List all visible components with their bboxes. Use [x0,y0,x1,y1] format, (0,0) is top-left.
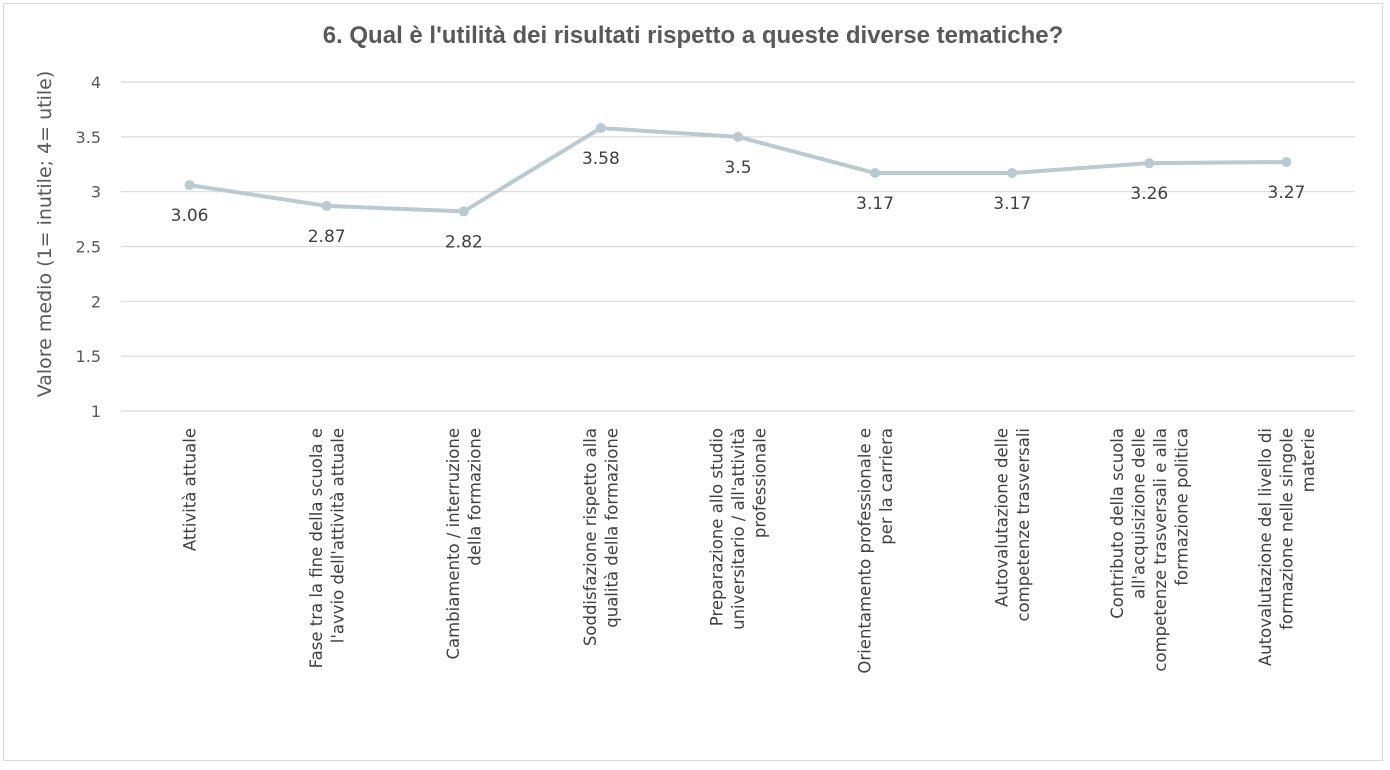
x-category-label: Contributo della scuola [1108,428,1127,619]
x-category-label: Cambiamento / interruzione [444,428,463,660]
data-point [595,123,606,134]
y-tick-label: 2 [91,292,101,311]
x-category-label: l'avvio dell'attività attuale [328,428,347,643]
x-category-label: Autovalutazione delle [992,428,1011,607]
y-axis-label: Valore medio (1= inutile; 4= utile) [34,71,56,398]
x-category-label: della formazione [466,428,485,566]
data-point [458,206,469,217]
x-category-label: Orientamento professionale e [855,428,874,674]
y-tick-label: 3 [91,183,101,202]
x-category-label: Soddisfazione rispetto alla [581,428,600,646]
gridlines [121,81,1355,412]
data-label: 3.17 [856,194,894,214]
data-label: 2.87 [308,227,346,247]
data-label: 3.5 [724,158,751,178]
data-point [184,180,195,191]
y-tick-label: 2.5 [76,238,101,257]
data-label: 3.27 [1268,183,1306,203]
data-point [1007,168,1018,179]
x-category-label: universitario / all'attività [729,428,748,630]
data-label: 3.17 [993,194,1031,214]
data-point [1144,158,1155,169]
x-category-label: Preparazione allo studio [708,428,727,626]
data-point [321,200,332,211]
y-tick-label: 1 [91,402,101,421]
series [184,123,1292,217]
y-tick-label: 3.5 [76,128,101,147]
x-category-label: all'acquisizione delle [1130,428,1149,599]
data-labels: 3.06 2.87 2.82 3.58 3.5 3.17 3.17 3.26 3.27 [171,149,1306,252]
data-point [870,168,881,179]
y-tick-label: 1.5 [76,347,101,366]
x-category-label: Fase tra la fine della scuola e [307,428,326,668]
chart-title: 6. Qual è l'utilità dei risultati rispet… [322,22,1064,49]
data-point [733,131,743,142]
data-label: 2.82 [445,232,483,252]
data-point [1281,157,1292,168]
data-label: 3.26 [1130,184,1168,204]
x-category-label: materie [1299,428,1318,492]
data-label: 3.06 [171,206,209,226]
chart-frame [3,3,1383,761]
x-category-label: professionale [751,428,770,538]
x-category-label: competenze trasversali e alla [1151,428,1170,672]
x-axis-categories: Attività attuale Fase tra la fine della s… [181,428,1318,674]
x-category-label: Autovalutazione del livello di [1256,428,1275,666]
y-tick-label: 4 [91,73,101,92]
y-axis-ticks: 1 1.5 2 2.5 3 3.5 4 [76,73,101,421]
x-category-label: Attività attuale [181,428,200,551]
data-label: 3.58 [582,149,620,169]
x-category-label: per la carriera [877,428,896,545]
x-category-label: formazione nelle singole [1277,428,1296,630]
x-category-label: qualità della formazione [603,428,622,628]
x-category-label: formazione politica [1173,428,1192,586]
x-category-label: competenze trasversali [1014,428,1033,622]
